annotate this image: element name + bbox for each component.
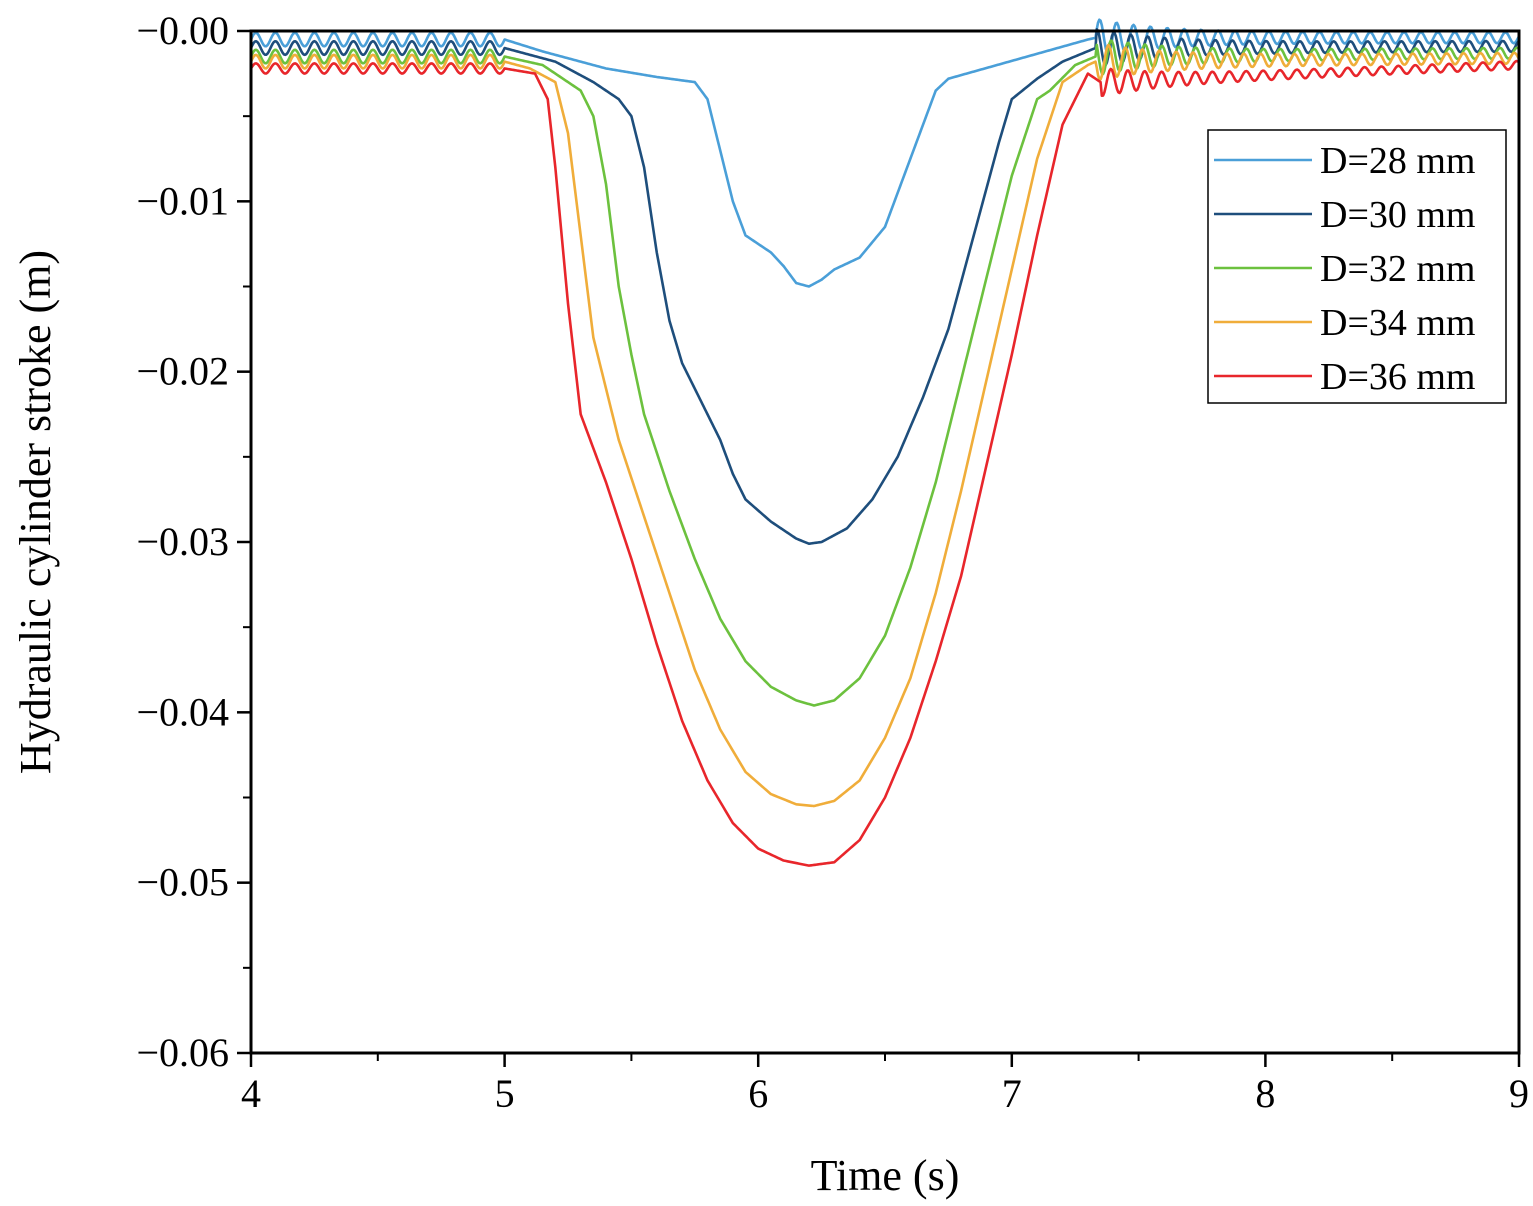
x-tick-label: 7	[1002, 1071, 1022, 1116]
x-tick-label: 9	[1509, 1071, 1529, 1116]
series-line-4	[249, 59, 1520, 867]
y-tick-label: −0.06	[136, 1030, 229, 1075]
x-tick-label: 4	[241, 1071, 261, 1116]
x-axis-title: Time (s)	[811, 1151, 960, 1200]
legend-label-0: D=28 mm	[1320, 140, 1476, 182]
y-tick-label: −0.04	[136, 689, 229, 734]
y-tick-label: −0.02	[136, 349, 229, 394]
series-line-1	[249, 28, 1520, 545]
series-lines	[249, 18, 1521, 867]
legend-label-1: D=30 mm	[1320, 194, 1476, 236]
legend-label-4: D=36 mm	[1320, 356, 1476, 398]
series-line-3	[249, 43, 1521, 808]
y-axis-ticks: −0.00 −0.01 −0.02 −0.03 −0.04 −0.05 −0.06	[136, 8, 251, 1075]
y-tick-label: −0.01	[136, 178, 229, 223]
y-tick-label: −0.00	[136, 8, 229, 53]
legend-label-3: D=34 mm	[1320, 302, 1476, 344]
legend: D=28 mm D=30 mm D=32 mm D=34 mm D=36 mm	[1207, 129, 1507, 404]
x-tick-label: 8	[1255, 1071, 1275, 1116]
y-axis-title: Hydraulic cylinder stroke (m)	[11, 250, 60, 774]
y-tick-label: −0.03	[136, 519, 229, 564]
y-tick-label: −0.05	[136, 860, 229, 905]
legend-box	[1207, 129, 1507, 404]
x-axis-ticks: 4 5 6 7 8 9	[241, 1053, 1529, 1116]
legend-label-2: D=32 mm	[1320, 248, 1476, 290]
series-line-0	[249, 18, 1521, 288]
x-tick-label: 5	[495, 1071, 515, 1116]
x-tick-label: 6	[748, 1071, 768, 1116]
